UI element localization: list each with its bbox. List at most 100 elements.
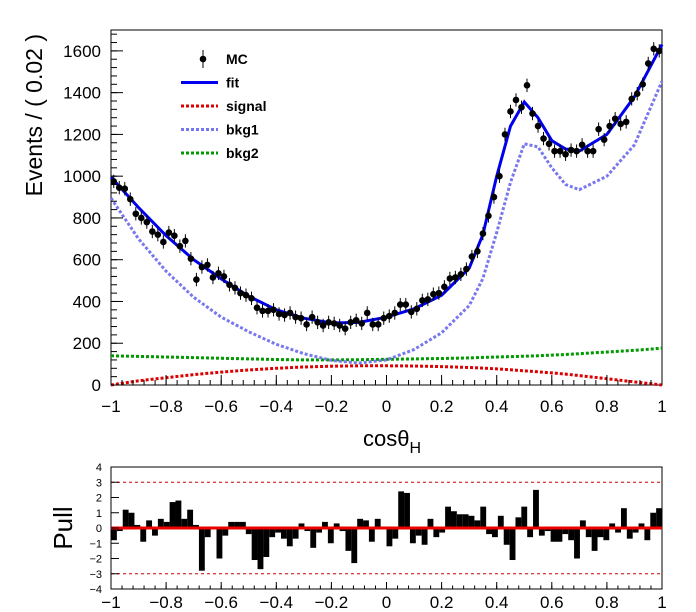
x-axis-title-main: cosθ [363,426,409,451]
x-tick-label: −0.8 [149,397,183,416]
x-tick-label: 0.6 [540,397,564,416]
mc-point [573,147,580,155]
pull-x-tick-label: −1 [101,593,120,612]
pull-bar [497,515,504,528]
mc-point [441,283,448,291]
mc-point [452,274,459,281]
mc-point [160,238,167,246]
pull-bar [310,528,317,548]
pull-bar [585,528,592,538]
pull-bar [591,528,598,551]
mc-point [325,319,332,326]
mc-point [149,228,156,235]
pull-bar [374,518,381,528]
mc-point [435,289,443,297]
mc-point [622,118,630,126]
pull-bar [239,521,246,528]
mc-point [242,291,250,299]
pull-bar [280,528,287,539]
pull-bar [603,528,610,541]
mc-point [115,184,123,191]
pull-y-tick-label: 0 [96,523,102,535]
mc-point [644,60,652,67]
mc-point [490,193,498,201]
mc-point [231,284,239,292]
pull-bar [450,511,457,528]
fit-plot-panel: −1 −0.8 −0.6 −0.4 −0.2 0 0.2 0.4 0.6 0.8 1 0 200 400 6… [21,29,667,457]
pull-bar [245,528,252,535]
mc-point [639,80,647,88]
y-tick-label: 200 [73,334,101,353]
mc-point [584,147,591,155]
mc-point [259,307,266,315]
pull-bar [169,502,176,528]
mc-point [165,229,173,236]
mc-point [595,125,602,133]
mc-point [606,122,613,130]
pull-bar [409,528,416,544]
pull-y-axis-title: Pull [48,506,78,549]
y-tick-label: 1400 [63,84,101,103]
y-axis-title: Events / ( 0.02 ) [21,34,47,196]
mc-point [215,269,222,277]
pull-bar [316,528,323,533]
mc-point [270,306,277,314]
pull-bar [439,528,446,533]
mc-point [126,195,134,203]
pull-bar [626,528,633,539]
pull-bar [427,518,434,528]
mc-point [341,325,349,332]
pull-bar [251,528,258,561]
mc-point [578,141,586,149]
x-tick-label: −0.2 [315,397,349,416]
mc-point [523,82,531,89]
mc-point [297,314,305,322]
pull-bar [333,523,340,528]
pull-x-tick-label: 1 [657,593,666,612]
pull-bar [620,508,627,528]
pull-x-tick-label: 0.4 [485,593,509,612]
mc-point [292,313,299,321]
mc-point [193,276,200,283]
pull-bar [157,518,164,528]
bkg2-curve [110,346,663,362]
pull-bar [562,528,569,535]
pull-bar [327,528,334,544]
mc-point [396,301,404,308]
pull-bar [187,509,194,528]
mc-point [143,218,151,226]
y-tick-label: 600 [73,251,101,270]
pull-bar [656,508,662,528]
pull-y-tick-label: 2 [96,493,102,505]
signal-curve [110,364,663,387]
pull-bar [480,506,487,528]
x-tick-label: 1 [657,397,666,416]
mc-point [314,319,321,326]
pull-bar [275,528,281,533]
pull-bar [116,528,123,532]
pull-bar [644,528,651,541]
pull-bar [445,506,451,528]
pull-bar [204,528,211,538]
mc-point [369,321,377,328]
mc-point [187,255,195,262]
pull-bar [339,528,346,532]
x-tick-label: −0.4 [260,397,294,416]
legend-bkg1-label: bkg1 [226,122,259,138]
pull-bar [216,528,223,559]
pull-bar [140,528,147,542]
pull-x-tick-label: −0.8 [149,593,183,612]
pull-bar [193,524,199,528]
mc-point [545,140,553,148]
mc-point [468,253,476,260]
x-axis-title: cosθH [363,426,421,457]
mc-point [419,297,426,304]
x-tick-label: 0 [382,397,391,416]
mc-point [567,146,575,154]
mc-point [446,275,454,282]
pull-bar [357,518,364,528]
mc-point [264,307,272,315]
pull-bar [351,528,358,564]
mc-point [479,230,487,237]
pull-bar [181,518,188,528]
